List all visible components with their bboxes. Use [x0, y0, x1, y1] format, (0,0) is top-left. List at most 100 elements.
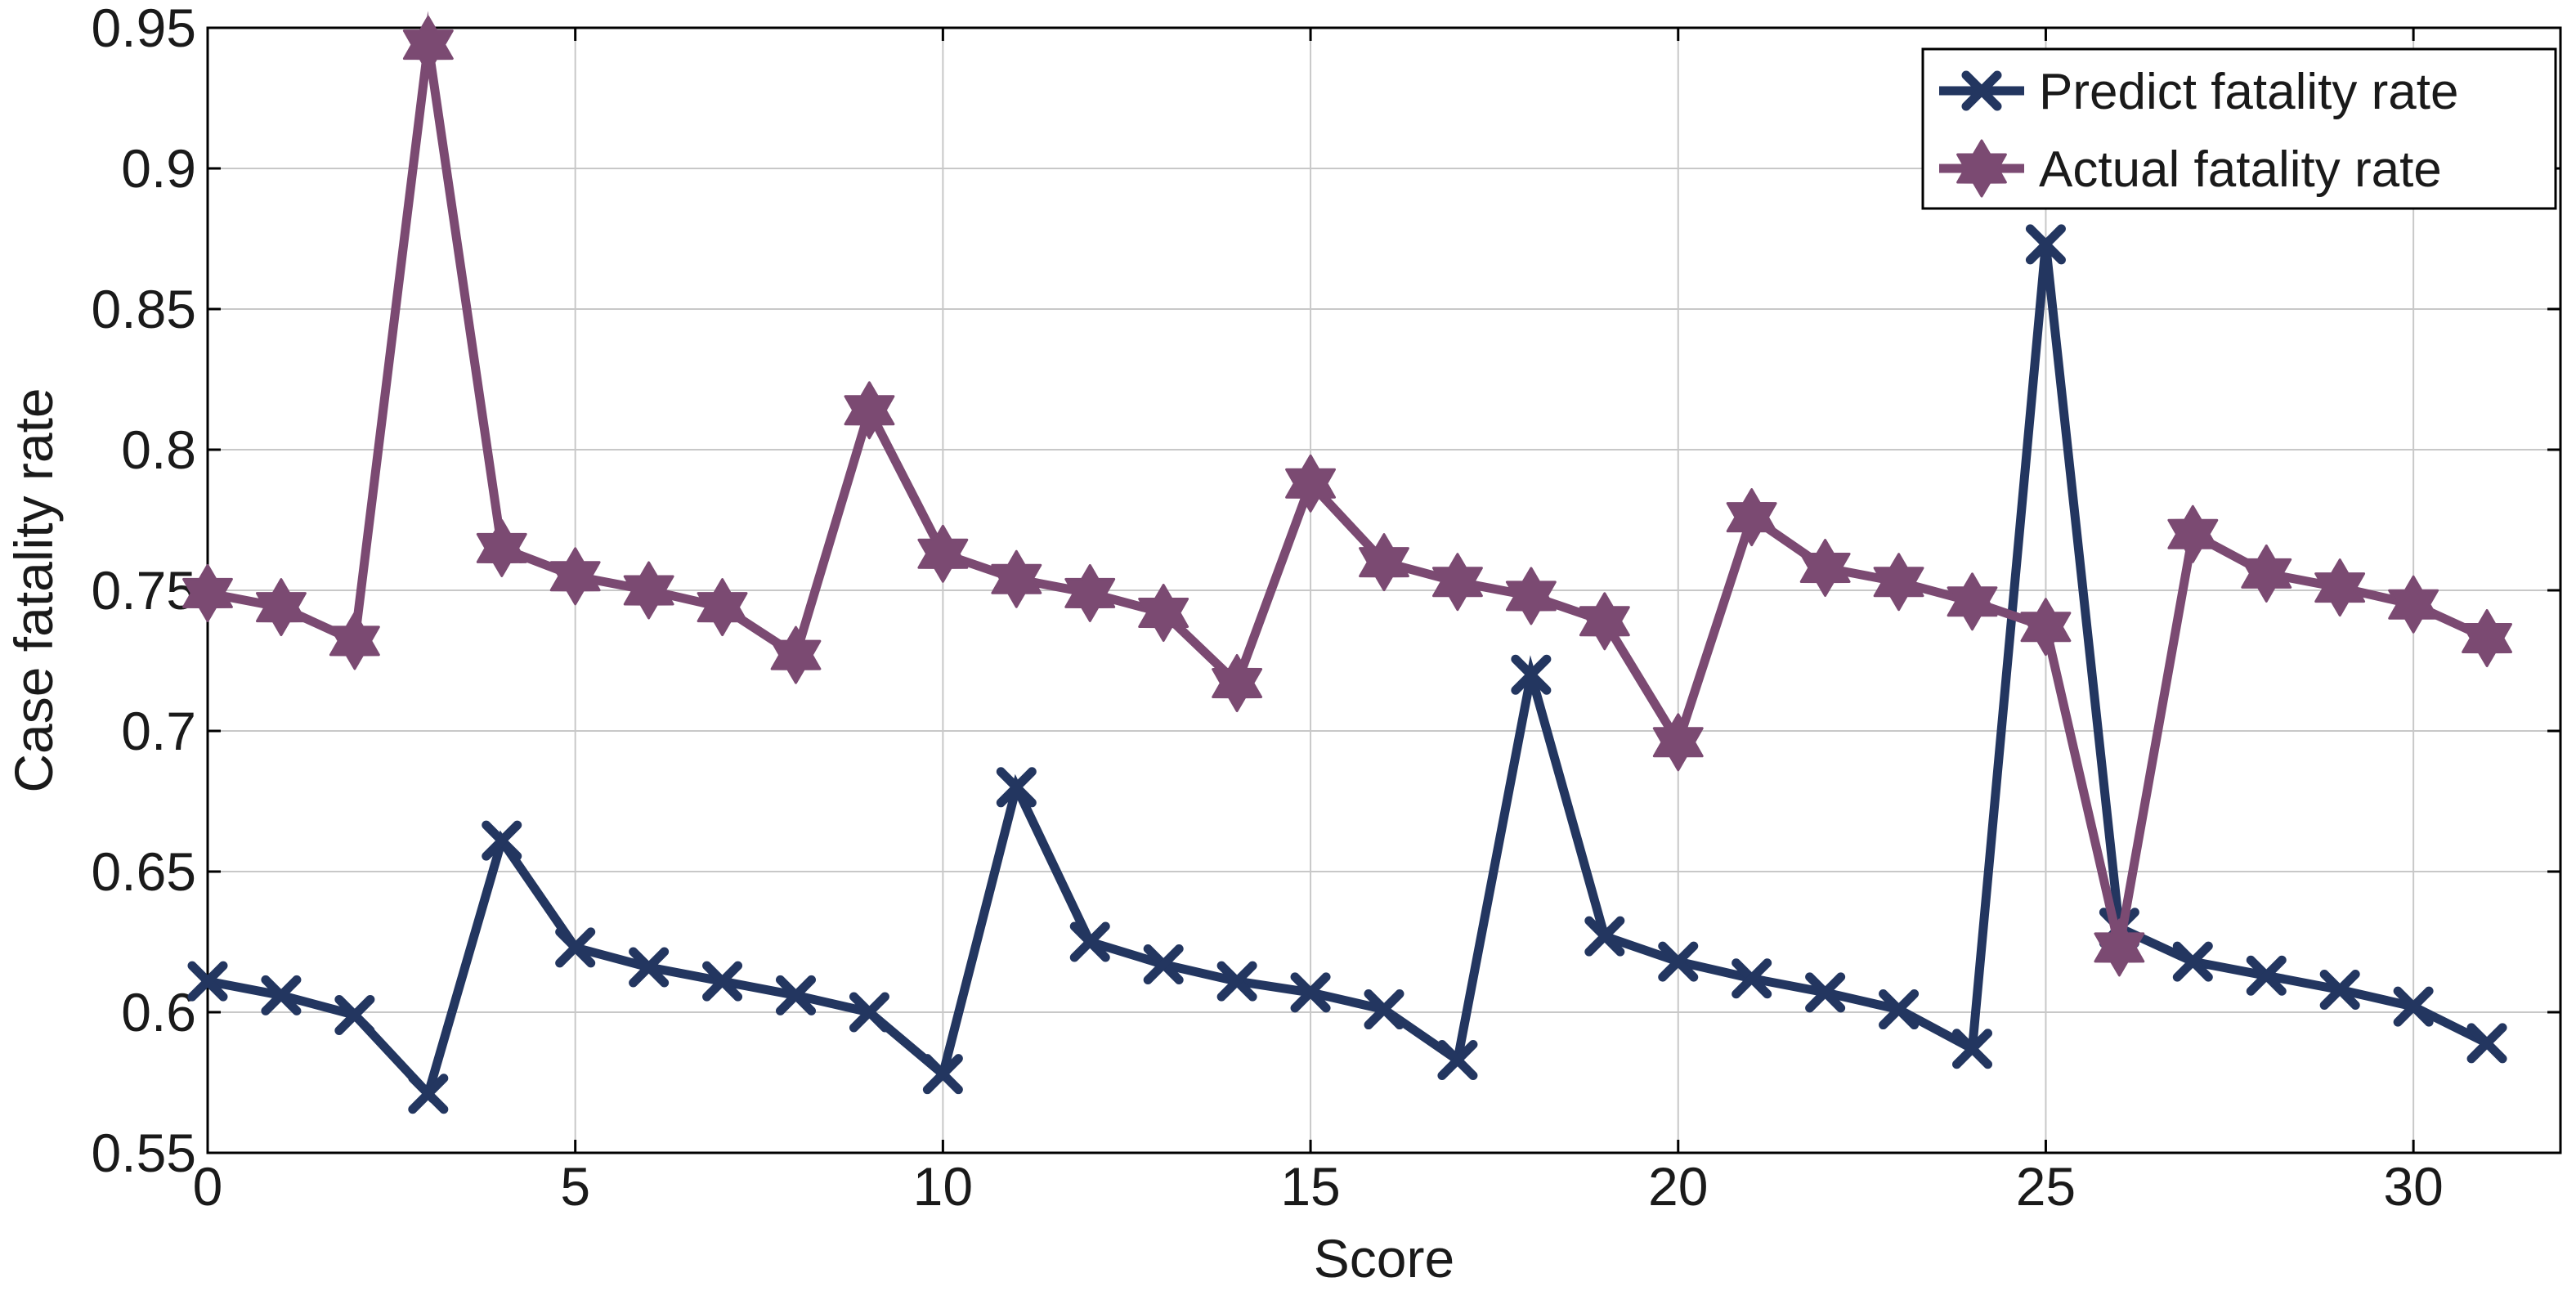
y-axis-title: Case fatality rate: [3, 388, 64, 792]
data-point: [1290, 972, 1331, 1013]
legend-swatch-marker: [1961, 70, 2002, 111]
data-point: [1726, 488, 1777, 547]
legend-item: Actual fatality rate: [1939, 139, 2442, 198]
data-point: [182, 563, 233, 622]
marker-stroke: [1952, 1029, 1992, 1069]
data-point: [2388, 575, 2439, 634]
data-point: [1873, 553, 1924, 612]
data-point: [1437, 1039, 1478, 1080]
data-point: [770, 625, 822, 684]
data-point: [2319, 969, 2360, 1010]
data-point: [2246, 955, 2287, 996]
marker-stroke: [1584, 916, 1625, 957]
data-point: [991, 549, 1042, 608]
marker-stroke: [1216, 961, 1257, 1002]
marker-stroke: [555, 927, 596, 968]
data-point: [256, 578, 307, 637]
data-point: [1799, 539, 1851, 597]
y-tick-label: 0.65: [92, 841, 196, 902]
data-point: [1952, 1029, 1992, 1069]
data-point: [2466, 1023, 2507, 1064]
x-tick-label: 20: [1648, 1156, 1708, 1217]
data-point: [1216, 961, 1257, 1002]
marker-stroke: [702, 961, 743, 1002]
data-point: [623, 561, 674, 620]
data-point: [2167, 504, 2219, 563]
marker-stroke: [2466, 1023, 2507, 1064]
data-point: [629, 947, 670, 988]
marker-stroke: [922, 1054, 963, 1095]
data-point: [1212, 654, 1263, 712]
data-point: [2025, 224, 2066, 265]
y-tick-label: 0.75: [92, 560, 196, 621]
marker-stroke: [1143, 944, 1184, 985]
marker-stroke: [1879, 989, 1920, 1030]
marker-stroke: [187, 961, 228, 1002]
marker-stroke: [776, 975, 816, 1015]
marker-stroke: [629, 947, 670, 988]
data-point: [1805, 972, 1846, 1013]
data-point: [697, 578, 748, 637]
data-point: [549, 547, 601, 606]
data-point: [1359, 533, 1409, 592]
x-axis-title: Score: [1314, 1228, 1454, 1289]
data-point: [1505, 567, 1557, 625]
data-point: [1432, 553, 1483, 612]
marker-stroke: [1805, 972, 1846, 1013]
marker-stroke: [1511, 654, 1552, 695]
data-point: [2020, 598, 2072, 657]
marker-stroke: [482, 820, 522, 861]
data-point: [1947, 572, 1998, 631]
x-tick-label: 0: [193, 1156, 223, 1217]
axis-ticks: 0 5 10 15 20 25 30 0.55 0.6 0.65 0.7 0.75 0.8 0.85 0.9…: [92, 0, 2560, 1217]
data-point: [844, 381, 895, 440]
series-layer: [182, 11, 2512, 1114]
data-point: [1658, 941, 1699, 982]
marker-stroke: [2025, 224, 2066, 265]
data-point: [1143, 944, 1184, 985]
y-tick-label: 0.95: [92, 0, 196, 58]
marker-stroke: [2246, 955, 2287, 996]
legend-swatch-marker: [1956, 139, 2007, 198]
data-point: [476, 518, 527, 577]
marker-stroke: [2319, 969, 2360, 1010]
data-point: [261, 975, 302, 1015]
y-tick-label: 0.85: [92, 279, 196, 339]
x-tick-label: 25: [2016, 1156, 2076, 1217]
data-point: [1364, 989, 1404, 1030]
legend-label: Predict fatality rate: [2039, 64, 2458, 120]
x-tick-label: 15: [1280, 1156, 1340, 1217]
data-point: [2314, 558, 2366, 617]
data-point: [1285, 454, 1336, 513]
data-point: [329, 612, 380, 670]
marker-stroke: [1437, 1039, 1478, 1080]
marker-stroke: [849, 992, 889, 1033]
marker-stroke: [2172, 941, 2213, 982]
data-point: [917, 524, 969, 583]
data-point: [1064, 563, 1116, 622]
marker-stroke: [996, 767, 1037, 808]
series-predict: [187, 224, 2507, 1114]
x-tick-label: 10: [913, 1156, 973, 1217]
data-point: [1879, 989, 1920, 1030]
marker-stroke: [1961, 70, 2002, 111]
marker-stroke: [1364, 989, 1404, 1030]
marker-stroke: [1732, 958, 1772, 999]
legend-box: [1921, 47, 2557, 210]
y-tick-label: 0.6: [121, 982, 196, 1042]
data-point: [2094, 918, 2145, 977]
legend: Predict fatality rate Actual fatality rat…: [1921, 47, 2557, 210]
data-point: [702, 961, 743, 1002]
x-tick-label: 30: [2383, 1156, 2443, 1217]
data-point: [996, 767, 1037, 808]
x-tick-label: 5: [560, 1156, 590, 1217]
y-tick-label: 0.9: [121, 138, 196, 199]
data-point: [1652, 713, 1704, 772]
data-point: [187, 961, 228, 1002]
legend-item: Predict fatality rate: [1939, 64, 2458, 120]
y-tick-label: 0.55: [92, 1123, 196, 1183]
data-point: [1511, 654, 1552, 695]
data-point: [2172, 941, 2213, 982]
data-point: [482, 820, 522, 861]
